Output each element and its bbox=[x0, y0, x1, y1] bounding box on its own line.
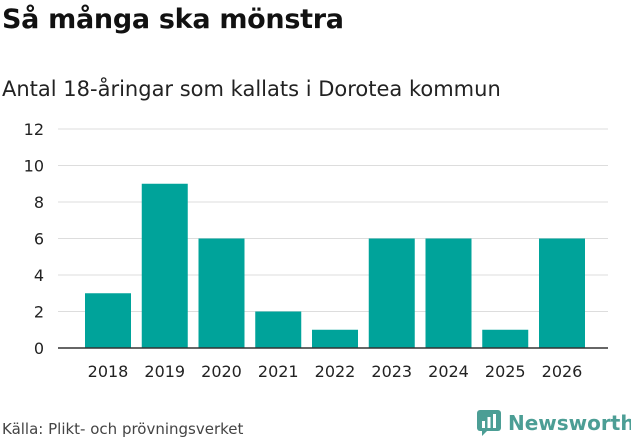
x-tick-label: 2023 bbox=[371, 362, 412, 381]
y-tick-label: 2 bbox=[34, 303, 44, 322]
bar-2021 bbox=[255, 311, 302, 348]
y-tick-label: 8 bbox=[34, 193, 44, 212]
x-tick-label: 2018 bbox=[88, 362, 129, 381]
bar-2026 bbox=[539, 238, 585, 348]
grid-lines bbox=[58, 128, 608, 312]
x-tick-label: 2024 bbox=[428, 362, 469, 381]
source-note: Källa: Plikt- och prövningsverket bbox=[2, 420, 244, 438]
chart-title: Så många ska mönstra bbox=[2, 4, 344, 35]
x-tick-label: 2022 bbox=[315, 362, 356, 381]
brand-logo: Newsworthy bbox=[476, 409, 631, 437]
x-tick-label: 2026 bbox=[542, 362, 583, 381]
bar-2018 bbox=[85, 293, 131, 348]
x-tick-label: 2020 bbox=[201, 362, 242, 381]
bar-2019 bbox=[141, 183, 188, 348]
y-tick-label: 12 bbox=[24, 120, 44, 139]
newsworthy-logo-icon bbox=[477, 410, 501, 436]
y-tick-label: 4 bbox=[34, 266, 44, 285]
bar-2022 bbox=[312, 329, 358, 348]
bar-2023 bbox=[368, 238, 415, 348]
y-tick-label: 10 bbox=[24, 157, 44, 176]
bar-2020 bbox=[198, 238, 245, 348]
bar-2024 bbox=[425, 238, 472, 348]
bar-2025 bbox=[482, 329, 529, 348]
y-axis-ticks: 0 2 4 6 8 10 12 bbox=[24, 120, 44, 358]
x-tick-label: 2021 bbox=[258, 362, 299, 381]
chart-subtitle: Antal 18-åringar som kallats i Dorotea k… bbox=[2, 77, 501, 101]
y-tick-label: 0 bbox=[34, 339, 44, 358]
x-tick-label: 2019 bbox=[144, 362, 185, 381]
x-axis-ticks: 2018 2019 2020 2021 2022 2023 2024 2025 2026 bbox=[58, 347, 608, 381]
y-tick-label: 6 bbox=[34, 230, 44, 249]
x-tick-label: 2025 bbox=[485, 362, 526, 381]
brand-name: Newsworthy bbox=[508, 411, 631, 435]
bars bbox=[85, 183, 585, 348]
